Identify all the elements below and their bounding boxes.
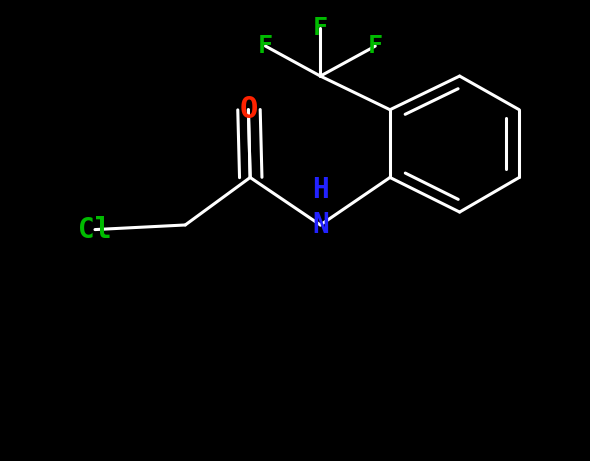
Text: Cl: Cl [78, 216, 112, 243]
Text: F: F [313, 16, 328, 40]
Text: N: N [312, 211, 329, 239]
Text: F: F [258, 34, 273, 58]
Text: H: H [312, 177, 329, 204]
Text: F: F [368, 34, 383, 58]
Text: O: O [239, 95, 258, 124]
